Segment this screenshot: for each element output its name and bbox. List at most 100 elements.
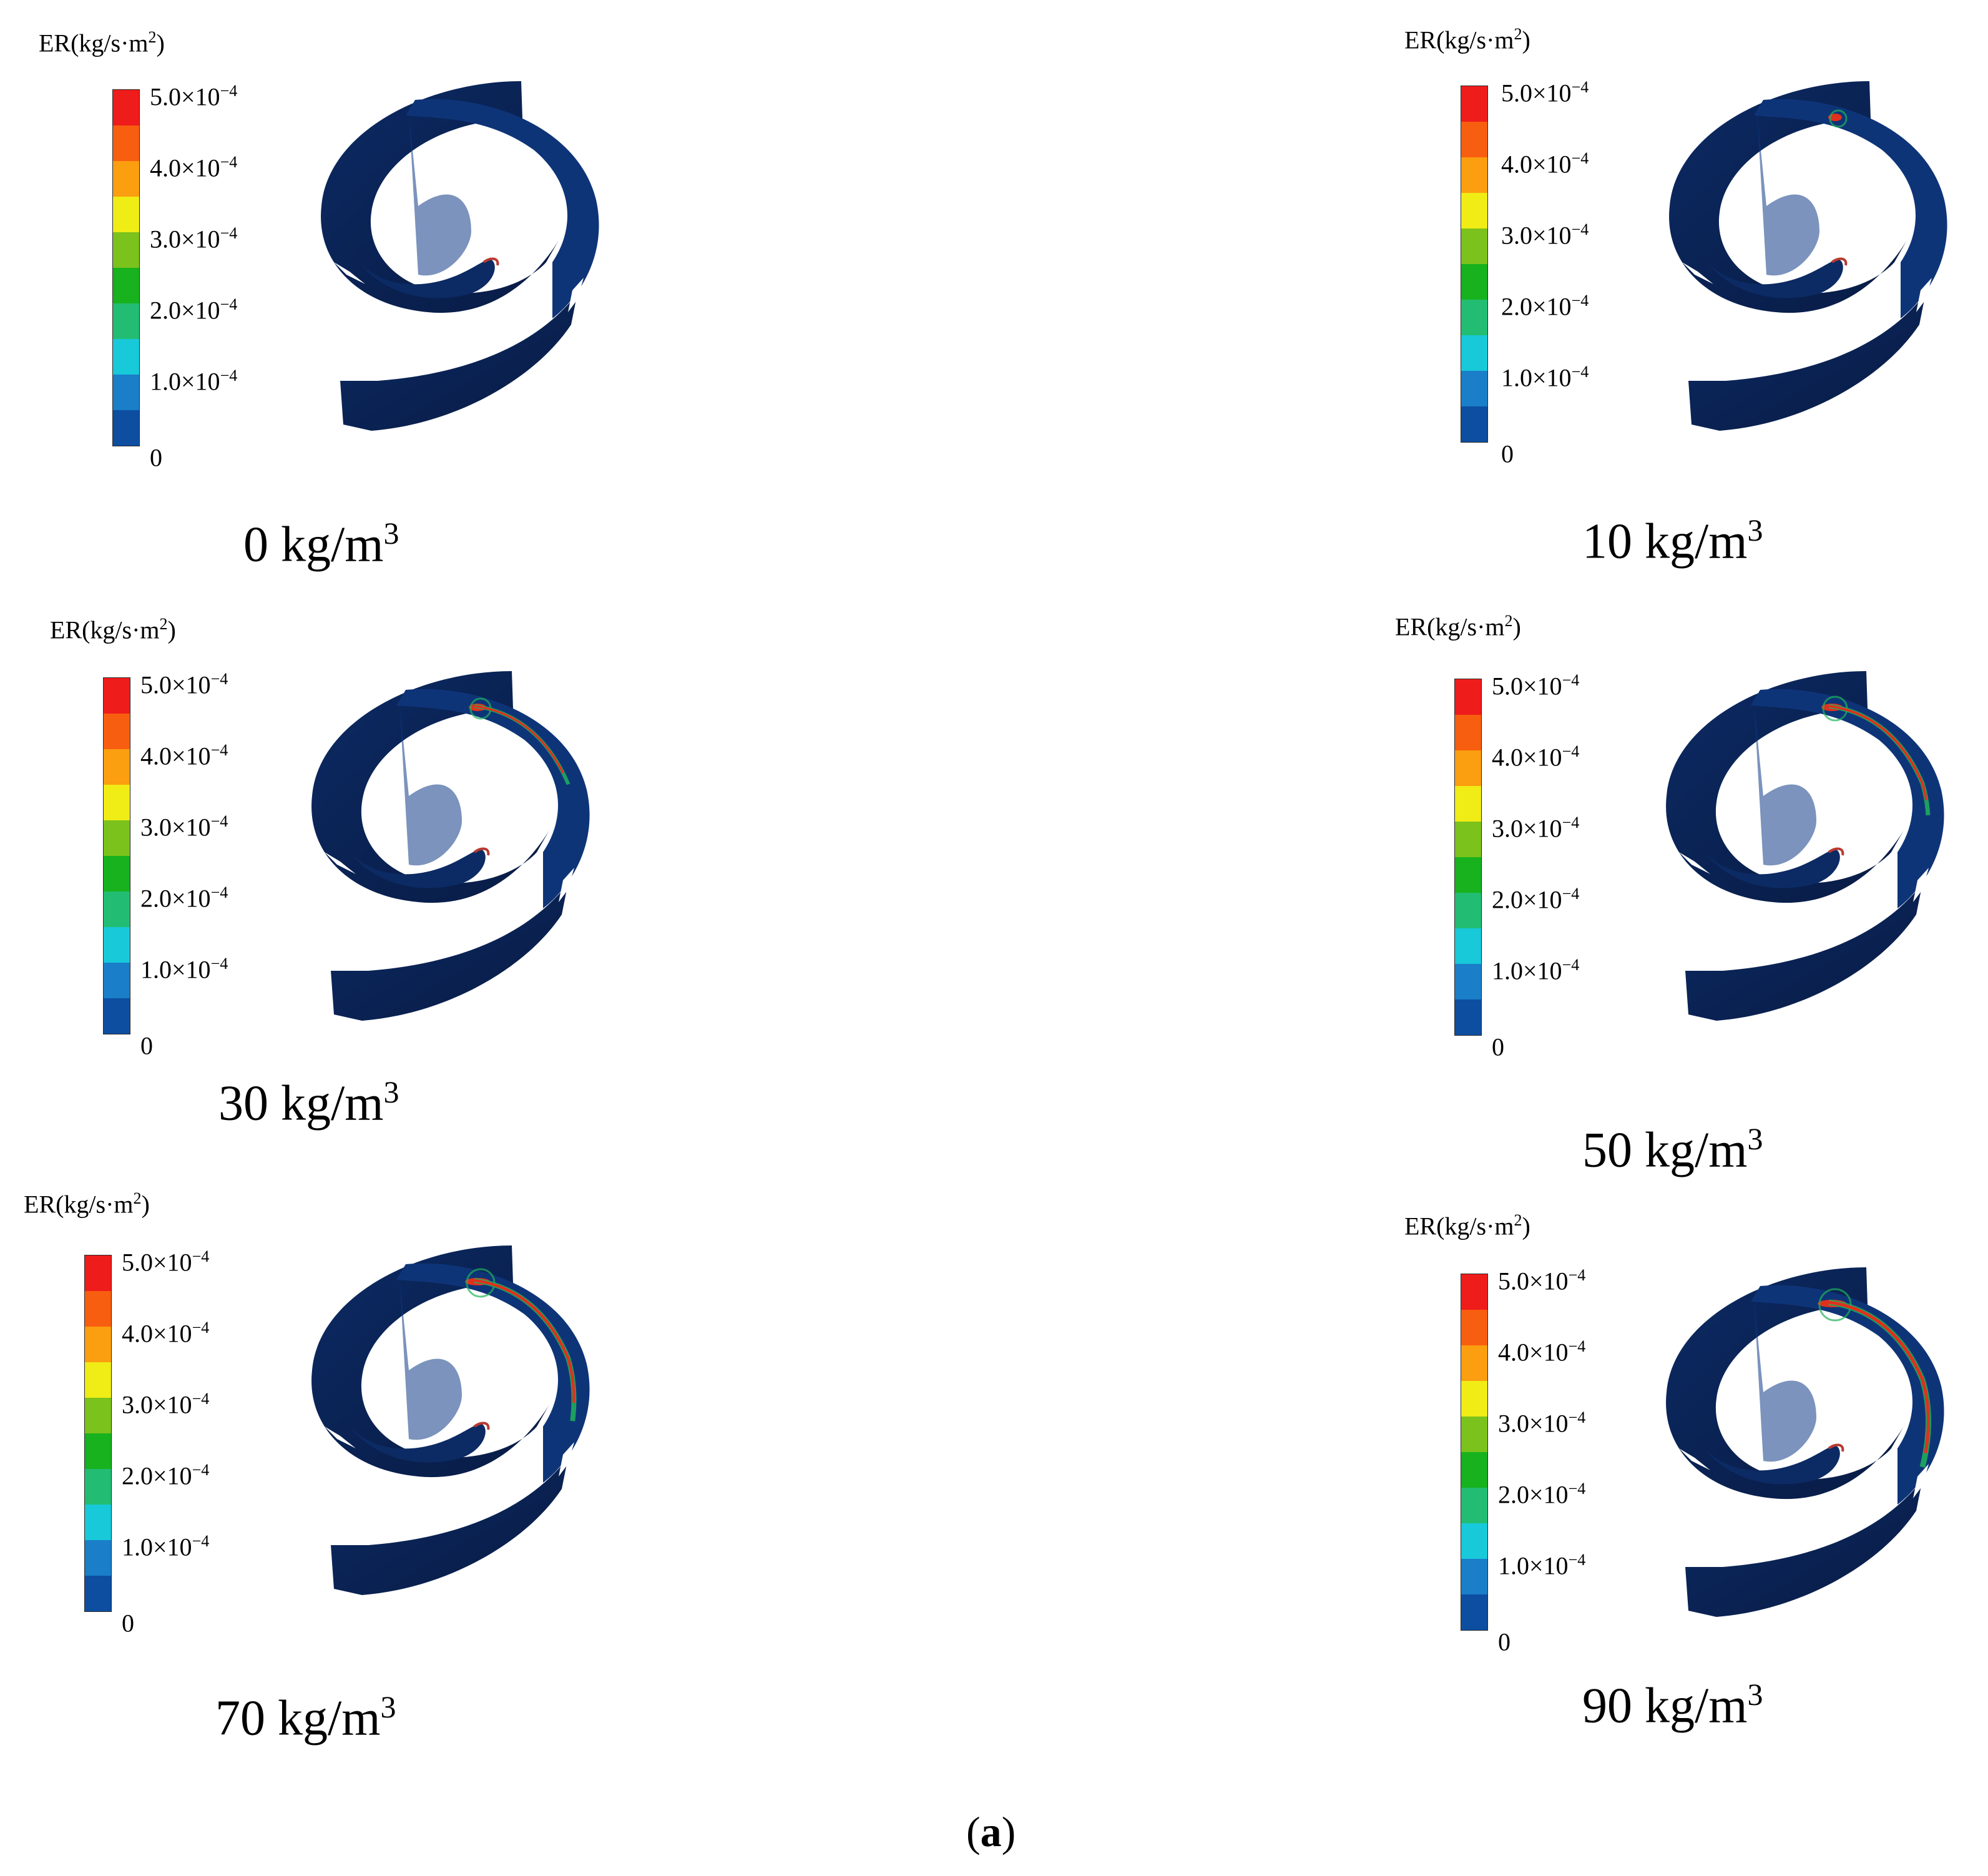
colorbar-tick-label: 4.0×10−4 [150, 153, 238, 182]
gap-left [1682, 262, 1713, 284]
blade-band [399, 702, 462, 866]
gap-right [1913, 868, 1929, 902]
blade-inner [396, 689, 590, 908]
colorbar [1454, 679, 1482, 1036]
panel-30-kg-m3: ER(kg/s·m2) 5.0×10−4 4.0×10−4 3.0×10−4 2.0×1… [19, 609, 680, 1171]
outlet-tip [473, 847, 490, 856]
outer-shroud [311, 671, 549, 903]
colorbar-segment [104, 891, 130, 927]
outer-shroud [321, 81, 559, 313]
colorbar-title: ER(kg/s·m2) [1395, 612, 1521, 641]
colorbar-segment [85, 1505, 111, 1540]
blade-inner [406, 99, 599, 318]
colorbar-segment [1461, 1594, 1487, 1630]
colorbar-tick-label: 2.0×10−4 [150, 295, 238, 325]
colorbar-segment [85, 1398, 111, 1433]
colorbar-segment [85, 1255, 111, 1291]
colorbar [84, 1255, 112, 1612]
colorbar-tick-label: 3.0×10−4 [1501, 220, 1589, 250]
colorbar-segment [104, 927, 130, 963]
colorbar-segment [104, 856, 130, 891]
wear-halo [1829, 109, 1848, 128]
colorbar-segment [1461, 406, 1487, 442]
colorbar-tick-label: 1.0×10−4 [1498, 1551, 1586, 1580]
colorbar-segment [85, 1576, 111, 1611]
wear-band-core [1828, 705, 1930, 872]
colorbar-segment [104, 749, 130, 785]
colorbar-tick-label: 4.0×10−4 [1501, 149, 1589, 179]
panel-50-kg-m3: ER(kg/s·m2) 5.0×10−4 4.0×10−4 3.0×10−4 2.0×1… [1383, 609, 1988, 1178]
gap-left [334, 262, 365, 284]
inner-vane [1707, 259, 1843, 298]
colorbar-segment [104, 820, 130, 856]
colorbar-tick-label: 0 [1501, 440, 1514, 468]
colorbar-segment [104, 785, 130, 820]
inner-vane [1704, 1445, 1840, 1485]
colorbar-segment [104, 998, 130, 1034]
colorbar-tick-label: 4.0×10−4 [122, 1319, 210, 1348]
colorbar-tick-label: 0 [140, 1031, 153, 1060]
colorbar-tick-label: 3.0×10−4 [1492, 813, 1580, 843]
outlet-tip [1828, 1443, 1844, 1452]
colorbar-tick-label: 4.0×10−4 [1492, 742, 1580, 772]
outlet-tip [1828, 847, 1844, 856]
colorbar-tick-label: 0 [1492, 1033, 1504, 1061]
blade-band [409, 112, 471, 276]
impeller-erosion-contour [1629, 646, 1979, 1033]
colorbar-segment [113, 125, 139, 161]
colorbar-tick-label: 4.0×10−4 [1498, 1337, 1586, 1367]
blade-band [399, 1277, 462, 1440]
colorbar-segment [104, 963, 130, 998]
colorbar-segment [1461, 86, 1487, 122]
panel-70-kg-m3: ER(kg/s·m2) 5.0×10−4 4.0×10−4 3.0×10−4 2.0×1… [19, 1183, 680, 1746]
colorbar-tick-label: 2.0×10−4 [1492, 885, 1580, 914]
colorbar-tick-label: 5.0×10−4 [150, 82, 238, 111]
colorbar-segment [1455, 928, 1481, 964]
colorbar-tick-label: 3.0×10−4 [122, 1390, 210, 1419]
impeller-erosion-contour [1632, 56, 1982, 443]
colorbar-tick-label: 5.0×10−4 [1492, 671, 1580, 700]
colorbar-segment [1461, 1274, 1487, 1310]
colorbar-segment [1455, 679, 1481, 715]
outer-shroud [1666, 1267, 1904, 1500]
colorbar-segment [1455, 750, 1481, 786]
colorbar-segment [113, 303, 139, 339]
lower-shroud [1688, 293, 1926, 431]
colorbar-tick-label: 5.0×10−4 [122, 1247, 210, 1277]
colorbar-segment [1455, 893, 1481, 928]
figure-label: (a) [966, 1808, 1016, 1855]
blade-band [1754, 702, 1816, 866]
colorbar-segment [1461, 335, 1487, 371]
colorbar-tick-label: 1.0×10−4 [1501, 363, 1589, 392]
colorbar-segment [1461, 1523, 1487, 1559]
colorbar-tick-label: 1.0×10−4 [122, 1532, 210, 1561]
colorbar-tick-label: 2.0×10−4 [1501, 292, 1589, 321]
colorbar-segment [1461, 300, 1487, 335]
colorbar [103, 677, 130, 1034]
lower-shroud [331, 1458, 568, 1595]
colorbar [1461, 1274, 1488, 1631]
colorbar-segment [1461, 193, 1487, 228]
blade-inner [1754, 99, 1947, 318]
outer-shroud [311, 1245, 549, 1478]
outlet-tip [1831, 257, 1848, 266]
colorbar-tick-label: 0 [1498, 1628, 1511, 1656]
colorbar-segment [113, 268, 139, 303]
gap-left [1679, 852, 1710, 874]
colorbar-tick-label: 0 [122, 1609, 134, 1638]
colorbar-title: ER(kg/s·m2) [50, 615, 176, 644]
outer-shroud [1669, 81, 1907, 313]
gap-right [559, 1442, 574, 1476]
colorbar-tick-label: 3.0×10−4 [140, 812, 228, 842]
colorbar-title: ER(kg/s·m2) [24, 1189, 150, 1219]
outlet-tip [473, 1422, 490, 1430]
colorbar-segment [104, 714, 130, 749]
colorbar-segment [85, 1469, 111, 1505]
colorbar-segment [1461, 228, 1487, 264]
gap-left [325, 852, 356, 874]
concentration-caption: 0 kg/m3 [243, 516, 399, 572]
colorbar-title: ER(kg/s·m2) [39, 28, 165, 57]
inner-vane [350, 849, 486, 888]
colorbar-segment [85, 1433, 111, 1469]
colorbar-tick-label: 3.0×10−4 [150, 224, 238, 253]
